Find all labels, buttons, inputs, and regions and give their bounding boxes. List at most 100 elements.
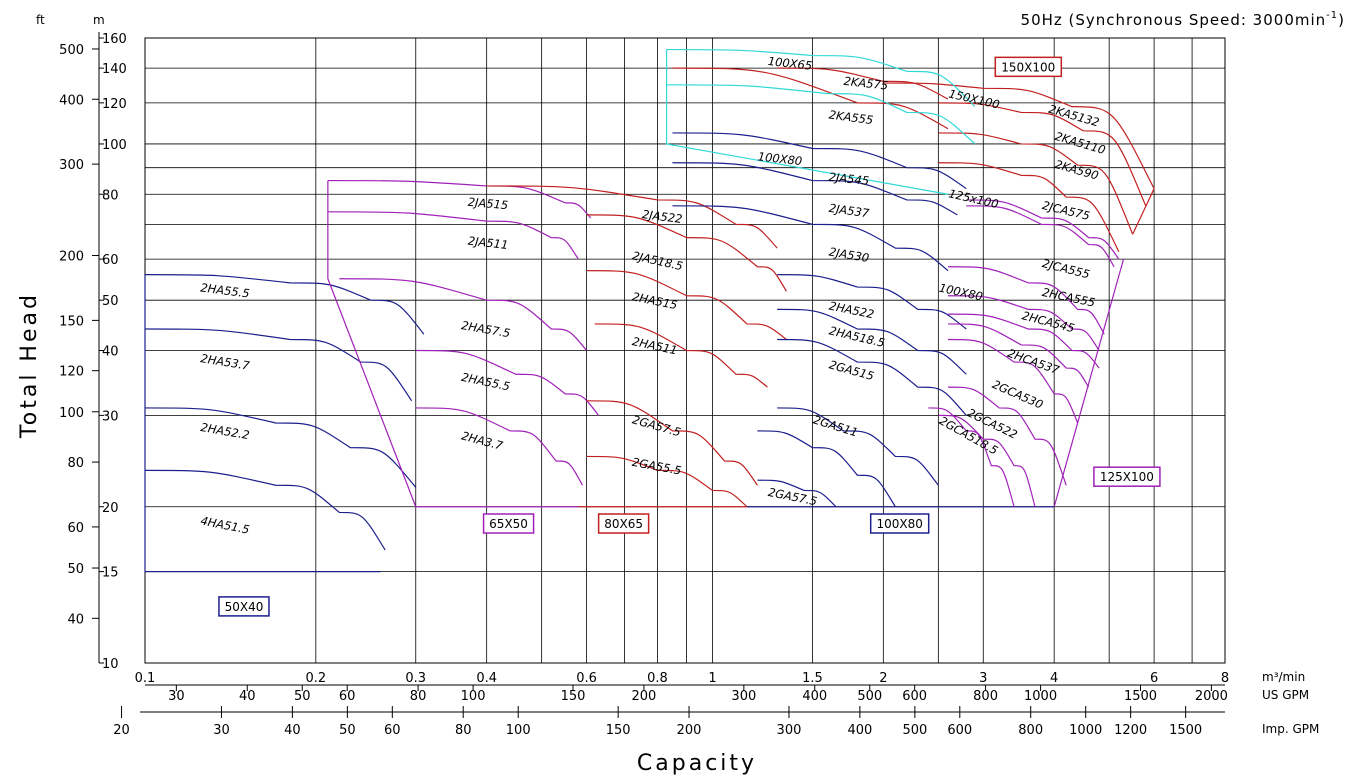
curve-label: 2JA522 [641, 207, 683, 226]
x-axis-tick-label: 1 [708, 671, 716, 686]
us-gpm-tick-label: 100 [461, 689, 486, 704]
m-axis-tick-label: 10 [102, 657, 119, 672]
x-axis-tick-label: 0.3 [405, 671, 426, 686]
curve-label: 2KA575 [843, 74, 889, 93]
x-unit-label: m³/min [1262, 670, 1305, 684]
imp-gpm-tick-label: 100 [506, 723, 531, 738]
ft-axis-tick-label: 300 [59, 158, 84, 173]
curve-label: 2HA518.5 [828, 323, 886, 350]
size-label-box [218, 596, 270, 617]
size-label-box [1093, 466, 1161, 487]
head-curve [947, 386, 1067, 486]
us-gpm-tick-label: 300 [731, 689, 756, 704]
size-label: 100X80 [876, 517, 922, 531]
region-outline [144, 274, 381, 573]
imp-gpm-tick-label: 800 [1018, 723, 1043, 738]
m-axis-tick-label: 50 [102, 294, 119, 309]
x-axis-tick-label: 4 [1050, 671, 1058, 686]
m-axis-tick-label: 30 [102, 409, 119, 424]
imp-gpm-unit-label: Imp. GPM [1262, 722, 1319, 736]
head-curve [144, 469, 386, 551]
head-curve [938, 162, 1120, 252]
x-axis-tick-label: 0.2 [305, 671, 326, 686]
m-axis-tick-label: 60 [102, 253, 119, 268]
region-outline [1132, 188, 1155, 235]
curve-label: 2KA555 [828, 107, 874, 127]
head-curve [144, 328, 413, 402]
head-curve [947, 313, 1100, 369]
head-curve [777, 274, 967, 330]
ft-axis-tick-label: 400 [59, 93, 84, 108]
ft-axis-tick-label: 80 [67, 456, 84, 471]
curve-label: 2JA511 [467, 234, 509, 252]
curve-label: 4HA51.5 [199, 514, 250, 537]
ft-axis-tick-label: 200 [59, 250, 84, 265]
us-gpm-tick-label: 800 [973, 689, 998, 704]
m-axis-tick-label: 20 [102, 501, 119, 516]
imp-gpm-tick-label: 60 [384, 723, 401, 738]
imp-gpm-tick-label: 200 [677, 723, 702, 738]
head-curve [938, 414, 1036, 507]
ft-axis-tick-label: 100 [59, 406, 84, 421]
size-label: 65X50 [489, 517, 528, 531]
curve-label: 2HA3.7 [460, 428, 505, 453]
curve-label: 2GA511 [812, 412, 860, 439]
imp-gpm-tick-label: 30 [213, 723, 230, 738]
curve-label: 125x100 [947, 186, 1000, 211]
labels-layer: 2HA55.5 2HA53.7 2HA52.2 4HA51.5 50X40 2JA515 2… [199, 54, 1161, 617]
curve-label: 2HA515 [631, 289, 679, 312]
x-axis-tick-label: 0.6 [576, 671, 597, 686]
curve-label: 2JA545 [828, 170, 870, 188]
head-curve [757, 479, 837, 508]
m-axis-tick-label: 15 [102, 566, 119, 581]
head-curve [339, 278, 588, 351]
ft-axis-tick-label: 60 [67, 521, 84, 536]
curve-label: 2HA52.2 [199, 420, 250, 442]
head-curve [947, 323, 1090, 388]
imp-gpm-tick-label: 80 [455, 723, 472, 738]
x-axis-tick-label: 6 [1150, 671, 1158, 686]
curve-label: 2GA515 [828, 357, 876, 383]
head-curve [947, 338, 1079, 424]
imp-gpm-tick-label: 50 [339, 723, 356, 738]
region-outline [327, 180, 579, 508]
curve-label: 2HA55.5 [460, 370, 511, 394]
x-axis-tick-label: 8 [1221, 671, 1229, 686]
imp-gpm-tick-label: 20 [113, 723, 130, 738]
head-curve [594, 323, 768, 388]
curve-label: 2HA53.7 [200, 351, 252, 373]
head-curve [777, 338, 967, 416]
head-curve [586, 214, 787, 292]
size-label: 50X40 [225, 600, 264, 614]
axes-layer: 1015203040506080100120140160405060801001… [59, 32, 1229, 738]
ft-axis-tick-label: 40 [67, 612, 84, 627]
imp-gpm-tick-label: 500 [902, 723, 927, 738]
us-gpm-unit-label: US GPM [1262, 688, 1309, 702]
imp-gpm-tick-label: 40 [284, 723, 301, 738]
m-axis-tick-label: 100 [102, 138, 127, 153]
head-curve [938, 102, 1147, 207]
head-curve [947, 266, 1105, 335]
head-curve [966, 205, 1115, 268]
head-curve [777, 308, 967, 375]
imp-gpm-tick-label: 300 [777, 723, 802, 738]
m-axis-tick-label: 160 [102, 32, 127, 47]
curve-label: 2GA57.5 [767, 485, 818, 508]
us-gpm-tick-label: 80 [410, 689, 427, 704]
x-axis-tick-label: 0.4 [476, 671, 497, 686]
m-axis-tick-label: 140 [102, 62, 127, 77]
curve-label: 2GCA530 [990, 377, 1045, 412]
ft-axis-tick-label: 150 [59, 314, 84, 329]
head-curve [672, 205, 949, 272]
head-curve [966, 199, 1120, 260]
curves-layer [144, 48, 1155, 573]
head-curve [947, 295, 1100, 351]
head-curve [672, 132, 967, 190]
head-curve [672, 162, 958, 216]
head-curve [777, 407, 939, 486]
m-axis-tick-label: 120 [102, 97, 127, 112]
region-outline [1053, 258, 1125, 507]
size-label-box [597, 513, 650, 534]
ft-axis-tick-label: 50 [67, 562, 84, 577]
